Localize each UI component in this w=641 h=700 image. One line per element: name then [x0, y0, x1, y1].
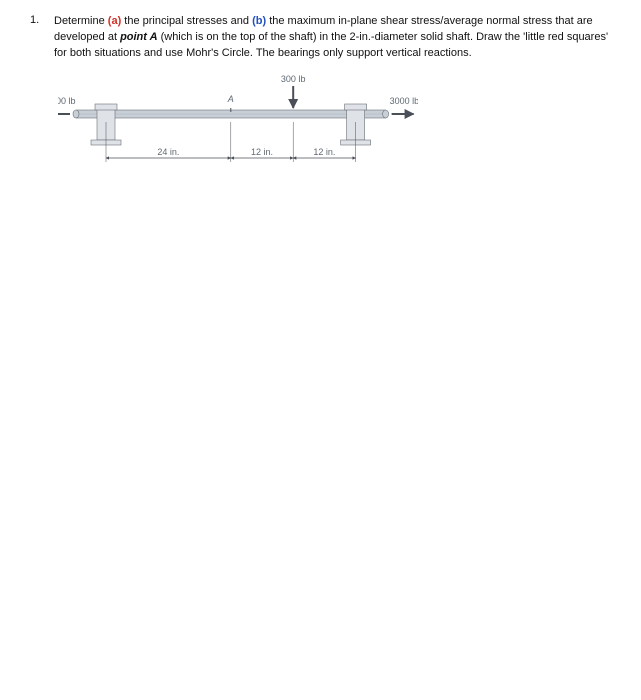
text-seg: the principal stresses and — [121, 15, 252, 27]
text-seg: Determine — [54, 15, 108, 27]
text-seg: (which is on the top of the shaft) in th… — [158, 31, 609, 43]
problem-number: 1. — [30, 14, 44, 26]
svg-text:3000 lb: 3000 lb — [390, 96, 418, 106]
svg-text:300 lb: 300 lb — [281, 74, 306, 84]
svg-text:24 in.: 24 in. — [157, 147, 179, 157]
svg-text:3000 lb: 3000 lb — [58, 96, 76, 106]
svg-text:12 in.: 12 in. — [313, 147, 335, 157]
svg-text:12 in.: 12 in. — [251, 147, 273, 157]
part-a-label: (a) — [108, 15, 121, 27]
point-a-label: point A — [120, 31, 157, 43]
problem-text: Determine (a) the principal stresses and… — [54, 14, 608, 62]
part-b-label: (b) — [252, 15, 266, 27]
figure-container: 3000 lb 3000 lb 300 lb A 24 in. 12 in. 12 in. — [30, 66, 611, 196]
svg-text:A: A — [227, 94, 234, 104]
text-seg: for both situations and use Mohr's Circl… — [54, 47, 472, 59]
text-seg: developed at — [54, 31, 120, 43]
shaft-diagram: 3000 lb 3000 lb 300 lb A 24 in. 12 in. 12 in. — [58, 66, 418, 196]
text-seg: the maximum in-plane shear stress/averag… — [266, 15, 592, 27]
problem-block: 1. Determine (a) the principal stresses … — [30, 14, 611, 62]
